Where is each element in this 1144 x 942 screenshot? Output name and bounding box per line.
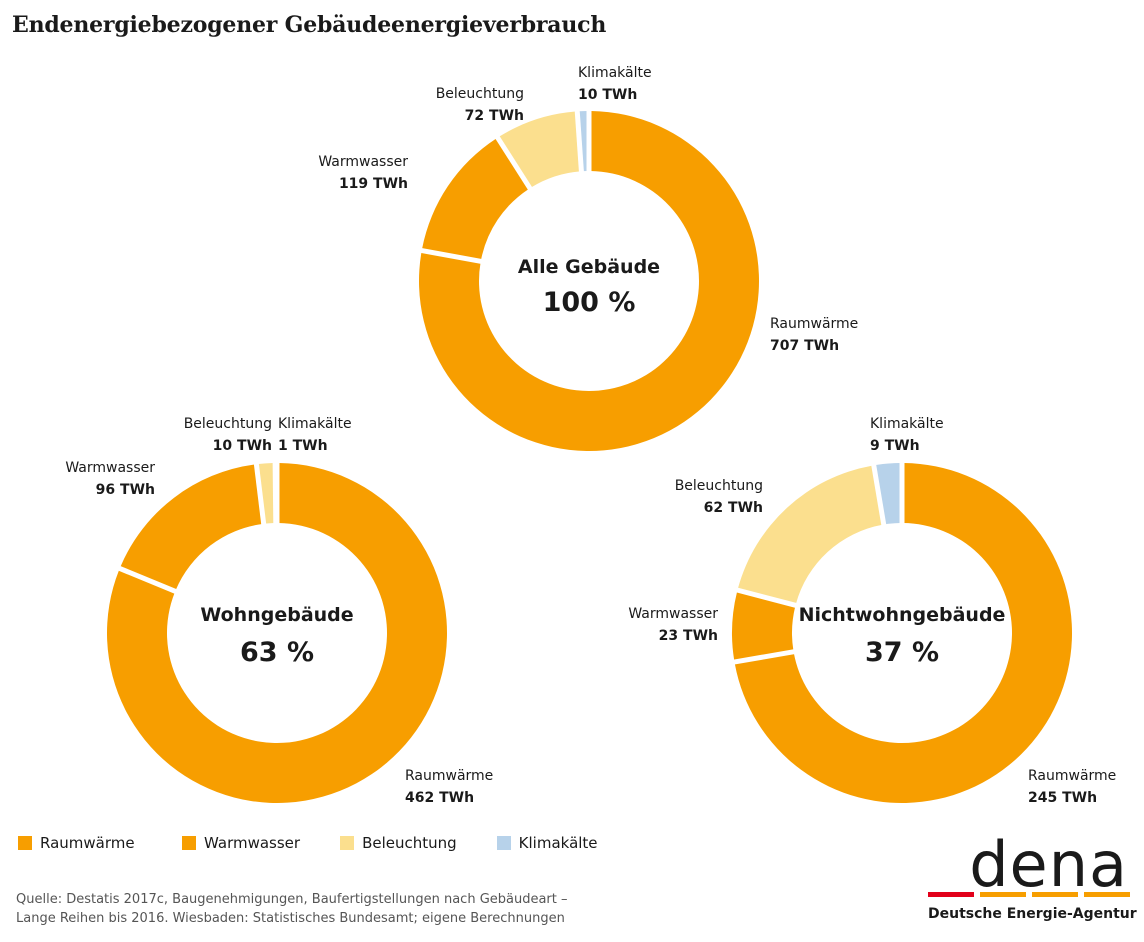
logo-underline [928, 892, 1130, 898]
logo-subtitle: Deutsche Energie-Agentur [928, 906, 1137, 922]
legend-swatch [182, 836, 196, 850]
donut-center-value: 100 % [543, 287, 636, 318]
slice-label: Raumwärme [1028, 768, 1116, 784]
donut-slice [875, 463, 901, 525]
slice-label: Warmwasser [628, 606, 718, 622]
slice-label: Klimakälte [578, 65, 652, 81]
donut-center-title: Alle Gebäude [518, 256, 660, 278]
legend-swatch [18, 836, 32, 850]
donut-chart: Wohngebäude 63 % Raumwärme 462 TWh Warmwasse… [65, 416, 493, 806]
source-line-1: Quelle: Destatis 2017c, Baugenehmigungen… [16, 892, 568, 907]
slice-label: Raumwärme [770, 316, 858, 332]
dena-logo: dena Deutsche Energie-Agentur [928, 830, 1137, 932]
slice-value-label: 62 TWh [704, 500, 763, 516]
slice-label: Raumwärme [405, 768, 493, 784]
source-line-2: Lange Reihen bis 2016. Wiesbaden: Statis… [16, 911, 565, 926]
slice-value-label: 707 TWh [770, 338, 839, 354]
slice-value-label: 119 TWh [339, 176, 408, 192]
donut-slice [579, 111, 588, 172]
legend-swatch [340, 836, 355, 850]
slice-value-label: 72 TWh [465, 108, 524, 124]
slice-value-label: 10 TWh [578, 87, 637, 103]
slice-separator [732, 648, 797, 665]
donut-chart: Nichtwohngebäude 37 % Raumwärme 245 TWh Warm… [628, 416, 1116, 806]
slice-value-label: 96 TWh [96, 482, 155, 498]
slice-separator [574, 109, 585, 174]
donut-center-value: 63 % [240, 637, 314, 668]
slice-value-label: 9 TWh [870, 438, 920, 454]
donut-chart: Alle Gebäude 100 % Raumwärme 707 TWh Warmwas… [318, 65, 858, 451]
logo-bar-segment [1032, 892, 1078, 897]
donut-slice [258, 463, 275, 524]
slice-separator [272, 460, 279, 526]
slice-label: Warmwasser [318, 154, 408, 170]
legend-swatch [496, 836, 511, 850]
donut-slice [732, 592, 796, 660]
slice-separator [734, 587, 799, 609]
legend-item-warmwasser: Warmwasser [182, 834, 300, 852]
legend-label: Beleuchtung [362, 834, 457, 852]
legend-label: Raumwärme [40, 834, 135, 852]
donut-slice [422, 138, 529, 261]
slice-value-label: 1 TWh [278, 438, 328, 454]
slice-label: Klimakälte [870, 416, 944, 432]
slice-value-label: 10 TWh [213, 438, 272, 454]
donut-slice [120, 464, 263, 591]
logo-wordmark: dena [969, 828, 1128, 901]
slice-separator [116, 565, 179, 595]
legend-label: Klimakälte [518, 834, 598, 852]
logo-bar-segment [980, 892, 1026, 897]
legend: Raumwärme Warmwasser Beleuchtung Klimakä… [18, 834, 638, 852]
legend-item-klimakaelte: Klimakälte [496, 834, 598, 852]
slice-separator [253, 461, 267, 527]
donut-center-value: 37 % [865, 637, 939, 668]
donut-center-title: Wohngebäude [200, 604, 353, 626]
legend-label: Warmwasser [204, 834, 301, 852]
slice-value-label: 245 TWh [1028, 790, 1097, 806]
slice-label: Beleuchtung [675, 478, 763, 494]
slice-separator [870, 462, 887, 527]
donut-slice [419, 111, 759, 451]
slice-separator [494, 134, 534, 192]
slice-separator [419, 247, 484, 265]
logo-bar-segment [1084, 892, 1130, 897]
donut-charts: Alle Gebäude 100 % Raumwärme 707 TWh Warmwas… [65, 65, 1116, 806]
slice-label: Warmwasser [65, 460, 155, 476]
donut-center-title: Nichtwohngebäude [799, 604, 1006, 626]
source-note: Quelle: Destatis 2017c, Baugenehmigungen… [16, 890, 568, 928]
legend-item-beleuchtung: Beleuchtung [340, 834, 457, 852]
logo-bar-segment [928, 892, 974, 897]
slice-label: Beleuchtung [436, 86, 524, 102]
slice-value-label: 462 TWh [405, 790, 474, 806]
chart-title: Endenergiebezogener Gebäudeenergieverbra… [12, 12, 607, 38]
donut-slice [738, 465, 883, 604]
slice-label: Beleuchtung [184, 416, 272, 432]
slice-label: Klimakälte [278, 416, 352, 432]
slice-value-label: 23 TWh [659, 628, 718, 644]
donut-slice [106, 463, 447, 803]
donut-slice [734, 463, 1072, 803]
legend-item-raumwaerme: Raumwärme [18, 834, 142, 852]
